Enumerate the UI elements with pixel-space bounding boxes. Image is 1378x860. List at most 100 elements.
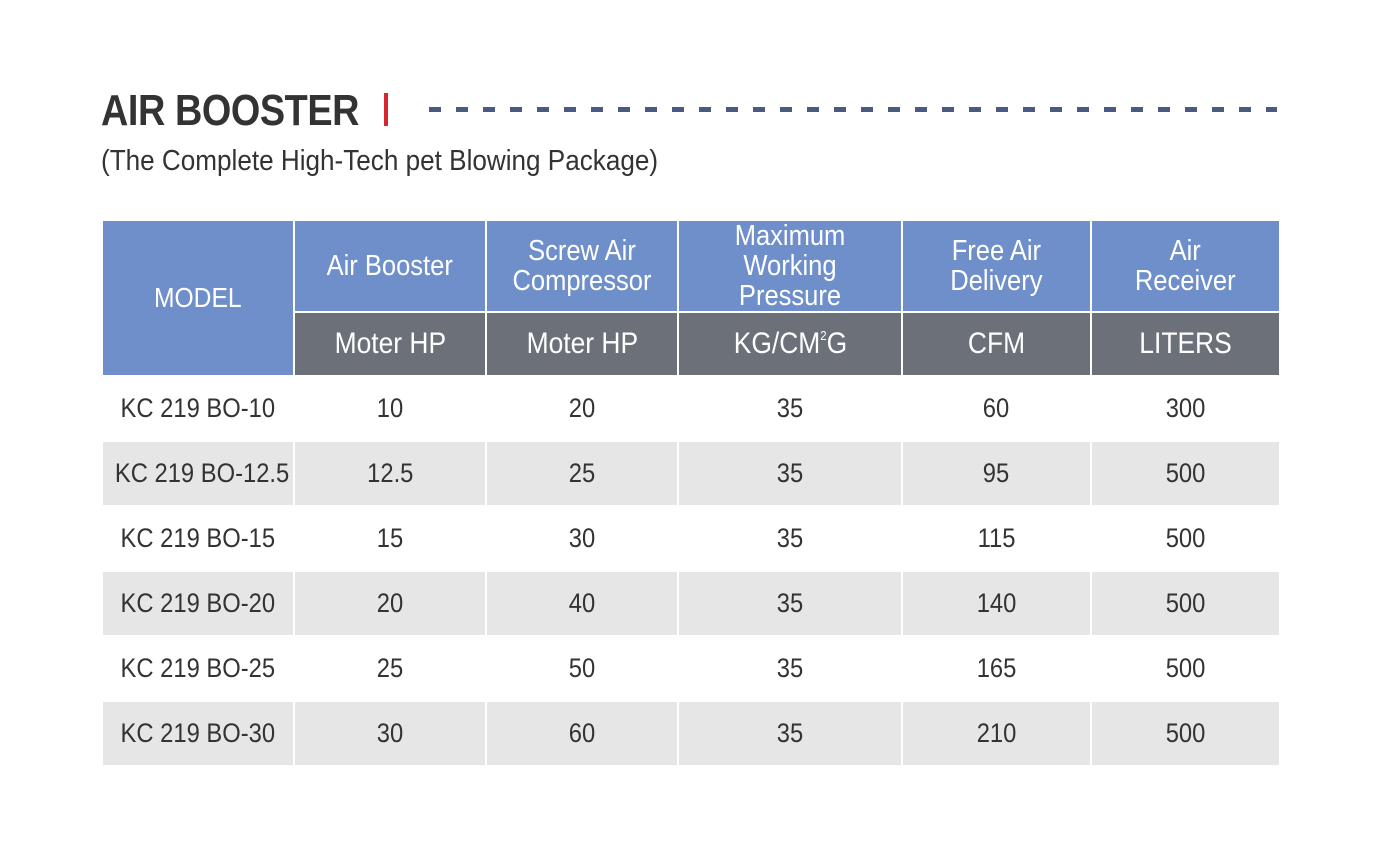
- column-header-free-air-delivery: Free Air Delivery: [901, 219, 1092, 313]
- table-row: KC 219 BO-30 30 60 35 210 500: [101, 700, 1281, 767]
- column-header-air-receiver: Air Receiver: [1090, 219, 1281, 313]
- cell-pressure: 35: [677, 440, 903, 507]
- cell-air-booster-hp: 15: [293, 505, 487, 572]
- cell-text: 165: [976, 653, 1017, 683]
- model-column-header: MODEL: [101, 219, 295, 377]
- cell-cfm: 95: [901, 440, 1092, 507]
- cell-text: 95: [983, 458, 1010, 488]
- cell-compressor-hp: 20: [485, 375, 679, 442]
- cell-text: 35: [776, 458, 804, 488]
- cell-text: 40: [568, 588, 596, 618]
- cell-model: KC 219 BO-20: [101, 570, 295, 637]
- cell-text: 50: [568, 653, 596, 683]
- spec-table-body: KC 219 BO-10 10 20 35 60 300 KC 219 BO-12.5 12.…: [101, 375, 1281, 767]
- cell-text: 25: [568, 458, 596, 488]
- cell-text: 500: [1165, 588, 1206, 618]
- cell-cfm: 115: [901, 505, 1092, 572]
- cell-air-booster-hp: 20: [293, 570, 487, 637]
- cell-text: 500: [1165, 718, 1206, 748]
- cell-model: KC 219 BO-12.5: [101, 440, 295, 507]
- cell-text: 12.5: [366, 458, 414, 488]
- cell-text: 20: [568, 393, 596, 423]
- cell-compressor-hp: 60: [485, 700, 679, 767]
- cell-pressure: 35: [677, 700, 903, 767]
- cell-cfm: 210: [901, 700, 1092, 767]
- cell-liters: 300: [1090, 375, 1281, 442]
- cell-text: 35: [776, 718, 804, 748]
- cell-text: 500: [1165, 653, 1206, 683]
- cell-cfm: 165: [901, 635, 1092, 702]
- page-subtitle: (The Complete High-Tech pet Blowing Pack…: [101, 145, 659, 177]
- cell-compressor-hp: 25: [485, 440, 679, 507]
- unit-header-air-receiver: LITERS: [1090, 311, 1281, 377]
- cell-text: 35: [776, 653, 804, 683]
- cell-pressure: 35: [677, 375, 903, 442]
- table-row: KC 219 BO-10 10 20 35 60 300: [101, 375, 1281, 442]
- cell-air-booster-hp: 25: [293, 635, 487, 702]
- cell-model: KC 219 BO-30: [101, 700, 295, 767]
- cell-text: 35: [776, 393, 804, 423]
- cell-text: KC 219 BO-12.5: [114, 458, 290, 488]
- cell-text: 140: [976, 588, 1017, 618]
- cell-text: 500: [1165, 523, 1206, 553]
- cell-pressure: 35: [677, 570, 903, 637]
- cell-liters: 500: [1090, 440, 1281, 507]
- cell-text: KC 219 BO-15: [120, 523, 276, 553]
- cell-text: 10: [376, 393, 404, 423]
- cell-compressor-hp: 50: [485, 635, 679, 702]
- unit-label: Moter HP: [334, 327, 446, 360]
- table-row: KC 219 BO-20 20 40 35 140 500: [101, 570, 1281, 637]
- cell-text: KC 219 BO-20: [120, 588, 276, 618]
- cell-text: 210: [976, 718, 1017, 748]
- header-row-units: Moter HP Moter HP KG/CM2G CFM LITERS: [102, 311, 1281, 377]
- cell-liters: 500: [1090, 505, 1281, 572]
- column-header-label: Screw Air Compressor: [512, 235, 652, 297]
- unit-label: CFM: [967, 327, 1026, 360]
- cell-text: KC 219 BO-30: [120, 718, 276, 748]
- cell-text: KC 219 BO-10: [120, 393, 276, 423]
- unit-label: KG/CM2G: [733, 327, 847, 360]
- cell-cfm: 140: [901, 570, 1092, 637]
- unit-header-maximum-working-pressure: KG/CM2G: [677, 311, 903, 377]
- cell-text: 300: [1165, 393, 1206, 423]
- cell-air-booster-hp: 12.5: [293, 440, 487, 507]
- cell-text: 60: [983, 393, 1010, 423]
- cell-air-booster-hp: 30: [293, 700, 487, 767]
- title-dashed-rule: [429, 107, 1277, 112]
- cell-text: 500: [1165, 458, 1206, 488]
- title-accent-bar: [384, 93, 388, 126]
- cell-text: 15: [376, 523, 404, 553]
- column-header-maximum-working-pressure: Maximum Working Pressure: [677, 219, 903, 313]
- cell-cfm: 60: [901, 375, 1092, 442]
- cell-text: 60: [568, 718, 596, 748]
- cell-text: KC 219 BO-25: [120, 653, 276, 683]
- spec-table: MODEL Air Booster Screw Air Compressor Ma…: [101, 219, 1281, 767]
- column-header-screw-air-compressor: Screw Air Compressor: [485, 219, 679, 313]
- cell-liters: 500: [1090, 700, 1281, 767]
- column-header-air-booster: Air Booster: [293, 219, 487, 313]
- unit-label: LITERS: [1139, 327, 1232, 360]
- cell-pressure: 35: [677, 505, 903, 572]
- title-row: AIR BOOSTER: [101, 86, 1277, 136]
- table-row: KC 219 BO-15 15 30 35 115 500: [101, 505, 1281, 572]
- cell-text: 115: [977, 523, 1016, 553]
- page-title: AIR BOOSTER: [101, 86, 360, 135]
- unit-header-screw-air-compressor: Moter HP: [485, 311, 679, 377]
- header-row-titles: MODEL Air Booster Screw Air Compressor Ma…: [101, 219, 1281, 377]
- cell-liters: 500: [1090, 570, 1281, 637]
- cell-liters: 500: [1090, 635, 1281, 702]
- column-header-label: Air Booster: [326, 250, 454, 282]
- cell-text: 35: [776, 588, 804, 618]
- cell-model: KC 219 BO-15: [101, 505, 295, 572]
- unit-header-air-booster: Moter HP: [293, 311, 487, 377]
- cell-pressure: 35: [677, 635, 903, 702]
- cell-text: 20: [376, 588, 404, 618]
- model-header-label: MODEL: [154, 282, 242, 313]
- cell-air-booster-hp: 10: [293, 375, 487, 442]
- unit-header-free-air-delivery: CFM: [901, 311, 1092, 377]
- cell-text: 30: [376, 718, 404, 748]
- cell-compressor-hp: 30: [485, 505, 679, 572]
- unit-label: Moter HP: [526, 327, 638, 360]
- table-row: KC 219 BO-12.5 12.5 25 35 95 500: [101, 440, 1281, 507]
- column-header-label: Maximum Working Pressure: [734, 220, 846, 312]
